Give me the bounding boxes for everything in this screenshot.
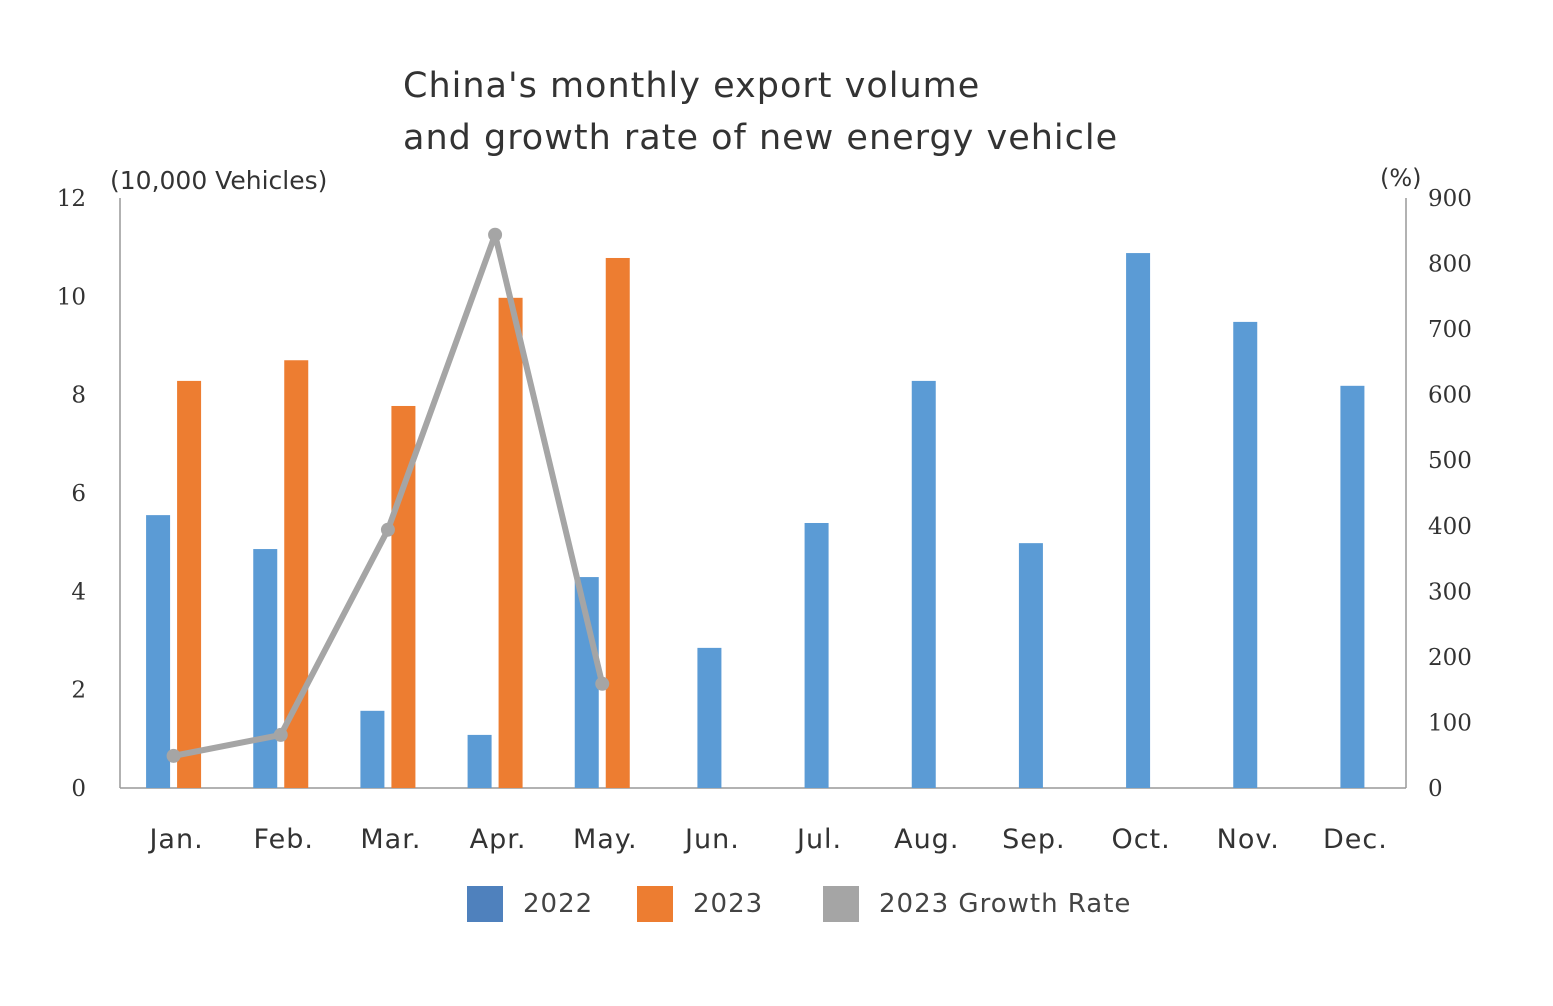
x-tick-label: Sep. <box>1002 824 1065 855</box>
bar-2022-aug <box>911 380 936 788</box>
growth-rate-point-feb <box>273 727 288 742</box>
right-y-tick-label: 0 <box>1428 776 1443 802</box>
bar-2022-feb <box>253 549 278 788</box>
bar-2022-dec <box>1340 385 1365 788</box>
growth-rate-point-may <box>595 676 610 691</box>
x-tick-label: Dec. <box>1323 824 1388 855</box>
legend-label-growth: 2023 Growth Rate <box>879 889 1132 919</box>
right-y-tick-label: 500 <box>1428 448 1472 474</box>
x-tick-label: May. <box>573 824 638 855</box>
bar-2022-oct <box>1126 253 1151 789</box>
x-tick-label: Mar. <box>360 824 421 855</box>
chart-title: China's monthly export volume and growth… <box>403 60 1118 164</box>
legend-item-2022: 2022 <box>467 886 593 922</box>
right-y-tick-label: 300 <box>1428 579 1472 605</box>
legend-label-2023: 2023 <box>693 889 764 919</box>
right-axis-label: (%) <box>1380 164 1422 192</box>
x-tick-label: Oct. <box>1111 824 1170 855</box>
chart-title-line-2: and growth rate of new energy vehicle <box>403 118 1119 158</box>
x-tick-label: Aug. <box>894 824 959 855</box>
left-y-tick-label: 10 <box>57 284 86 310</box>
left-axis-label: (10,000 Vehicles) <box>110 166 328 195</box>
left-y-tick-label: 4 <box>71 579 86 605</box>
growth-rate-point-mar <box>380 522 395 537</box>
left-y-tick-label: 6 <box>71 481 86 507</box>
bar-2022-jul <box>804 522 829 788</box>
legend-swatch-growth <box>823 886 859 922</box>
legend-item-2023: 2023 <box>637 886 763 922</box>
x-tick-label: Apr. <box>470 824 527 855</box>
legend-swatch-2022 <box>467 886 503 922</box>
left-y-tick-label: 8 <box>71 383 86 409</box>
right-y-tick-label: 400 <box>1428 514 1472 540</box>
x-tick-label: Nov. <box>1217 824 1280 855</box>
left-y-tick-label: 0 <box>71 776 86 802</box>
right-y-tick-label: 900 <box>1428 186 1472 212</box>
right-y-tick-label: 100 <box>1428 710 1472 736</box>
bar-2022-jan <box>146 515 171 788</box>
x-tick-label: Jun. <box>683 824 740 855</box>
right-y-tick-label: 700 <box>1428 317 1472 343</box>
left-y-tick-label: 2 <box>71 678 86 704</box>
legend-swatch-2023 <box>637 886 673 922</box>
growth-rate-point-apr <box>488 227 503 242</box>
x-tick-label: Jan. <box>147 824 203 855</box>
bar-2022-mar <box>360 710 385 788</box>
legend-item-growth: 2023 Growth Rate <box>823 886 1131 922</box>
right-y-tick-label: 800 <box>1428 252 1472 278</box>
bar-2022-jun <box>697 647 722 788</box>
bar-2022-sep <box>1018 543 1043 788</box>
chart-title-line-1: China's monthly export volume <box>403 66 981 106</box>
x-tick-label: Feb. <box>254 824 314 855</box>
x-tick-label: Jul. <box>795 824 842 855</box>
left-y-tick-label: 12 <box>57 186 86 212</box>
growth-rate-line <box>173 231 606 759</box>
right-y-tick-label: 600 <box>1428 383 1472 409</box>
growth-rate-point-jan <box>166 748 181 763</box>
bar-2023-apr <box>498 297 523 788</box>
bar-2023-may <box>605 257 630 788</box>
bar-2023-jan <box>177 380 202 788</box>
legend: 2022 2023 2023 Growth Rate <box>0 886 1553 926</box>
right-y-tick-label: 200 <box>1428 645 1472 671</box>
bar-2022-nov <box>1233 321 1258 788</box>
bar-2022-apr <box>467 734 492 788</box>
legend-label-2022: 2022 <box>523 889 594 919</box>
